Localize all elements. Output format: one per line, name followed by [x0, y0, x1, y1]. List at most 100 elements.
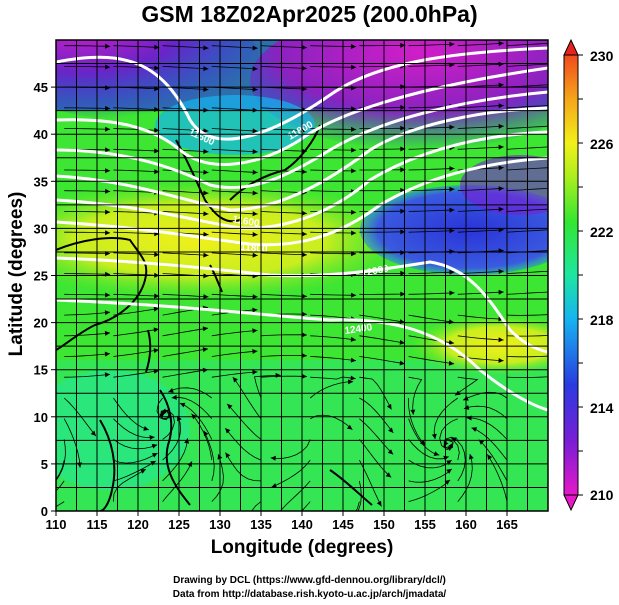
streamline-arrow [151, 443, 158, 449]
streamline-arrow [152, 453, 158, 458]
streamline [408, 188, 455, 192]
streamline [310, 376, 356, 380]
streamline-arrow [105, 105, 111, 111]
streamline [359, 397, 394, 434]
streamline [408, 397, 426, 446]
streamline-arrow [443, 441, 449, 447]
streamline [310, 314, 357, 320]
streamline-arrow [301, 169, 307, 175]
east-purple-patch [460, 155, 548, 215]
streamline [113, 328, 159, 337]
streamline [359, 439, 392, 478]
streamline [211, 371, 258, 378]
streamline-arrow [351, 44, 357, 49]
streamline [271, 459, 311, 488]
streamline-arrow [351, 230, 357, 236]
streamline-arrow [301, 86, 307, 92]
y-tick-label: 30 [34, 221, 48, 236]
streamline [64, 273, 111, 275]
x-tick-label: 155 [414, 517, 436, 532]
streamline-arrow [105, 64, 111, 70]
streamline [211, 454, 224, 502]
streamline-arrow [463, 405, 470, 410]
streamline [113, 231, 160, 235]
streamline [64, 66, 111, 68]
streamline [506, 105, 548, 109]
streamline [224, 427, 262, 461]
streamline [466, 417, 508, 440]
streamline-arrow [105, 126, 111, 132]
x-tick-label: 120 [127, 517, 149, 532]
streamline-arrow [105, 188, 111, 194]
streamline [457, 105, 504, 109]
streamline-arrow [498, 61, 504, 67]
streamline [254, 374, 281, 399]
streamline-arrow [449, 166, 455, 172]
streamline-arrow [410, 409, 416, 415]
streamline [211, 148, 258, 153]
northeast-cold-patch [250, 40, 548, 150]
philippines [159, 389, 191, 506]
streamline [408, 292, 455, 295]
streamline-arrow [388, 427, 394, 433]
x-tick-label: 135 [250, 517, 272, 532]
streamline [310, 107, 357, 110]
streamline [113, 349, 159, 357]
streamline [260, 355, 307, 357]
streamline [359, 314, 405, 323]
streamline [357, 480, 362, 511]
streamline [408, 356, 455, 365]
colorbar-label: 214 [590, 400, 614, 416]
streamline [113, 128, 160, 131]
streamline-arrow [301, 127, 307, 133]
streamline [408, 376, 423, 415]
streamline [113, 169, 160, 173]
streamline-arrow [498, 103, 504, 109]
taiwan [145, 329, 152, 373]
streamline-arrow [471, 427, 478, 432]
streamline-arrow [498, 82, 504, 88]
streamline [310, 45, 357, 47]
streamline [56, 501, 65, 508]
streamline-arrow [449, 290, 455, 296]
streamline-arrow [498, 269, 504, 274]
streamline-arrow [160, 410, 166, 416]
streamline [64, 311, 111, 316]
streamline-arrow [140, 469, 146, 474]
streamline-arrow [150, 460, 156, 466]
streamline-arrow [301, 311, 307, 317]
streamline [457, 314, 504, 320]
streamline [162, 369, 209, 378]
streamline [232, 376, 262, 419]
streamline [260, 375, 307, 378]
streamline-arrow [153, 348, 159, 353]
streamline [471, 427, 508, 461]
streamline-arrow [301, 293, 307, 299]
streamline-arrow [400, 105, 406, 110]
streamline-arrow [419, 440, 426, 446]
streamline [408, 209, 455, 212]
streamline [225, 452, 262, 482]
china-coast [56, 237, 148, 351]
streamline [301, 501, 311, 511]
streamline [450, 437, 466, 482]
streamline-arrow [447, 446, 454, 451]
streamline-arrow [399, 339, 405, 345]
colorbar-label: 222 [590, 224, 614, 240]
streamline-arrow [154, 65, 160, 71]
streamline-arrow [387, 449, 394, 455]
streamline-arrow [400, 291, 406, 297]
streamline [113, 468, 147, 502]
streamline [506, 355, 548, 358]
streamline [56, 460, 65, 481]
streamline [113, 397, 149, 431]
streamline [457, 291, 504, 295]
streamline [506, 208, 548, 212]
streamline-arrow [346, 424, 353, 430]
streamline [211, 252, 258, 256]
streamline-arrow [154, 252, 160, 257]
streamline-arrow [154, 293, 160, 299]
streamline [457, 453, 473, 502]
x-tick-label: 150 [373, 517, 395, 532]
lat-lon-grid [56, 40, 548, 511]
